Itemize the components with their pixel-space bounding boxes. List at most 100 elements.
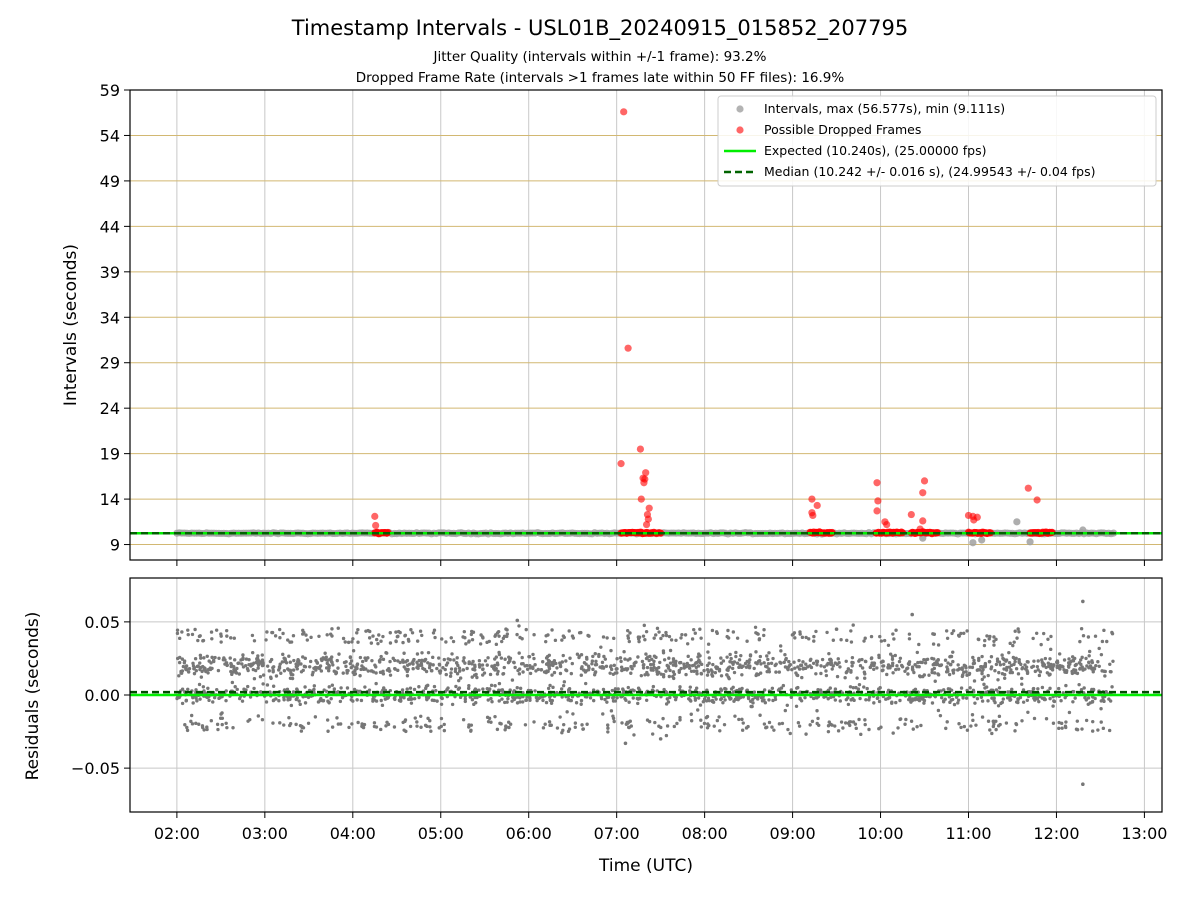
residual-point bbox=[918, 675, 923, 679]
residual-point bbox=[664, 669, 668, 673]
residual-point bbox=[945, 665, 949, 669]
residual-point bbox=[396, 634, 400, 639]
residual-point bbox=[348, 655, 353, 659]
residual-point bbox=[437, 663, 442, 667]
residual-point bbox=[1109, 670, 1113, 674]
residual-point bbox=[959, 631, 963, 636]
residual-point bbox=[995, 657, 1000, 661]
residual-point bbox=[747, 660, 751, 665]
residual-point bbox=[558, 715, 562, 719]
residual-point bbox=[497, 634, 501, 638]
residual-point bbox=[330, 660, 334, 665]
residual-point bbox=[296, 657, 300, 662]
residual-ytick-label: 0.00 bbox=[84, 686, 120, 705]
residual-point bbox=[664, 633, 669, 638]
residual-point bbox=[441, 666, 445, 670]
residual-point bbox=[762, 633, 766, 638]
residual-point bbox=[838, 699, 842, 703]
residual-point bbox=[292, 658, 296, 663]
residual-point bbox=[402, 665, 406, 669]
residual-point bbox=[295, 663, 300, 668]
residual-point bbox=[591, 667, 595, 672]
residual-point bbox=[820, 657, 825, 662]
residual-point bbox=[569, 671, 574, 676]
residual-point bbox=[184, 666, 188, 671]
residual-point bbox=[710, 628, 715, 633]
residual-point bbox=[587, 634, 591, 638]
residual-point bbox=[277, 668, 281, 672]
residual-point bbox=[368, 629, 372, 634]
residual-point bbox=[912, 670, 916, 675]
residual-point bbox=[756, 672, 761, 677]
residual-point bbox=[552, 670, 557, 675]
residual-point bbox=[493, 668, 497, 672]
residual-point bbox=[400, 691, 405, 695]
residual-point bbox=[467, 660, 471, 664]
residual-point bbox=[846, 721, 851, 726]
residual-point bbox=[223, 662, 227, 666]
residual-point bbox=[355, 663, 359, 667]
residual-point bbox=[448, 658, 452, 662]
residual-point bbox=[381, 634, 385, 639]
legend-label-median: Median (10.242 +/- 0.016 s), (24.99543 +… bbox=[764, 164, 1095, 179]
residual-point bbox=[779, 649, 783, 653]
residual-point bbox=[988, 634, 992, 639]
residual-point bbox=[1011, 655, 1016, 660]
residual-point bbox=[290, 676, 295, 681]
legend-marker-intervals bbox=[736, 105, 744, 113]
residual-point bbox=[825, 630, 829, 635]
residual-point bbox=[193, 627, 197, 632]
residual-point bbox=[836, 657, 840, 661]
residual-point bbox=[1056, 686, 1061, 691]
residual-point bbox=[790, 667, 794, 672]
residual-point bbox=[258, 674, 263, 679]
residual-point bbox=[936, 708, 941, 713]
residual-point bbox=[1104, 690, 1108, 694]
residual-point bbox=[943, 697, 947, 701]
residual-point bbox=[706, 642, 711, 646]
residual-point bbox=[394, 630, 398, 634]
residual-point bbox=[402, 695, 406, 700]
residual-point bbox=[646, 673, 650, 677]
residual-point bbox=[918, 660, 923, 664]
residual-point bbox=[177, 636, 182, 641]
legend-label-expected: Expected (10.240s), (25.00000 fps) bbox=[764, 143, 986, 158]
residual-point bbox=[1101, 726, 1106, 731]
residual-point bbox=[1044, 717, 1049, 721]
residual-point bbox=[175, 628, 180, 632]
residual-point bbox=[672, 672, 677, 676]
residual-point bbox=[880, 668, 884, 673]
residual-point bbox=[869, 656, 874, 661]
residual-point bbox=[477, 688, 481, 692]
residual-point bbox=[273, 634, 278, 638]
residual-point bbox=[1015, 636, 1019, 640]
residual-point bbox=[616, 687, 620, 691]
residual-point bbox=[1090, 667, 1094, 671]
residual-point bbox=[228, 656, 232, 660]
residual-point bbox=[303, 665, 308, 669]
residual-point bbox=[387, 669, 392, 673]
residual-point bbox=[947, 672, 952, 677]
residual-point bbox=[748, 654, 753, 658]
residual-point bbox=[833, 687, 838, 691]
residual-point bbox=[544, 639, 548, 644]
residual-point bbox=[882, 638, 887, 643]
residual-point bbox=[265, 664, 270, 668]
residual-point bbox=[403, 634, 407, 638]
residual-point bbox=[202, 656, 206, 660]
residual-point bbox=[464, 642, 468, 646]
residual-point bbox=[457, 666, 462, 670]
residual-point bbox=[626, 685, 630, 690]
residual-point bbox=[637, 639, 641, 644]
residual-point bbox=[629, 664, 633, 669]
residual-point bbox=[462, 629, 467, 634]
residual-point bbox=[877, 699, 882, 704]
residual-point bbox=[420, 633, 424, 638]
residual-point bbox=[1078, 639, 1082, 644]
residual-point bbox=[415, 724, 419, 728]
residual-point bbox=[442, 722, 446, 727]
residual-point bbox=[500, 688, 505, 692]
residual-point bbox=[974, 723, 978, 727]
residual-point bbox=[793, 636, 797, 640]
residual-point bbox=[818, 688, 823, 692]
